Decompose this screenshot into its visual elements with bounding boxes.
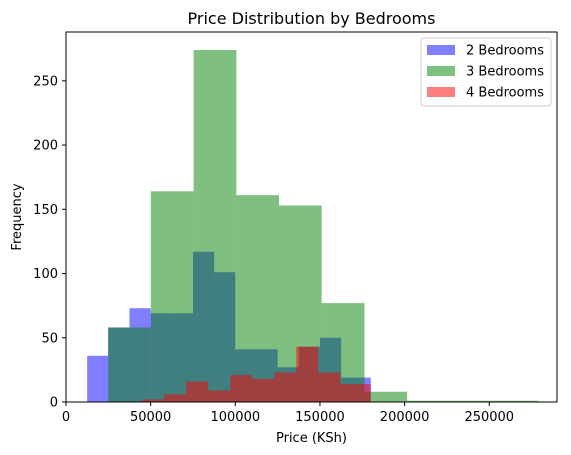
y-axis-label: Frequency bbox=[10, 183, 25, 250]
series-3 bbox=[142, 346, 371, 402]
y-tick-label: 200 bbox=[33, 139, 58, 154]
histogram-bar bbox=[449, 400, 493, 402]
histogram-bar bbox=[236, 195, 279, 402]
histogram-bar bbox=[208, 390, 231, 402]
histogram-bar bbox=[142, 399, 165, 402]
legend-swatch bbox=[427, 45, 455, 55]
y-tick-label: 150 bbox=[33, 203, 58, 218]
histogram-bar bbox=[108, 327, 151, 402]
histogram-bar bbox=[87, 355, 109, 402]
histogram-bar bbox=[193, 49, 237, 402]
histogram-bar bbox=[492, 400, 539, 402]
legend-swatch bbox=[427, 87, 455, 97]
x-axis-label: Price (KSh) bbox=[276, 431, 347, 446]
histogram-bar bbox=[296, 346, 319, 402]
histogram-bar bbox=[407, 400, 450, 402]
legend-swatch bbox=[427, 66, 455, 76]
legend: 2 Bedrooms 3 Bedrooms 4 Bedrooms bbox=[420, 37, 552, 107]
histogram-bar bbox=[186, 381, 209, 402]
histogram-bar bbox=[364, 391, 408, 402]
plot-area bbox=[87, 49, 539, 402]
legend-label: 4 Bedrooms bbox=[466, 86, 544, 101]
x-tick-label: 50000 bbox=[130, 410, 171, 425]
axes-border bbox=[65, 31, 558, 403]
histogram-bar bbox=[274, 372, 297, 402]
x-tick-label: 0 bbox=[62, 410, 70, 425]
histogram-bar bbox=[340, 384, 363, 402]
histogram-bar bbox=[164, 394, 187, 402]
legend-label: 2 Bedrooms bbox=[466, 44, 544, 59]
y-tick-label: 100 bbox=[33, 267, 58, 282]
x-tick-label: 200000 bbox=[380, 410, 430, 425]
histogram-bar bbox=[150, 191, 194, 402]
x-tick-label: 100000 bbox=[210, 410, 260, 425]
x-axis-ticks: 0 50000 100000 150000 200000 250000 bbox=[62, 402, 514, 425]
x-tick-label: 250000 bbox=[464, 410, 514, 425]
histogram-bar bbox=[252, 378, 275, 402]
x-tick-label: 150000 bbox=[295, 410, 345, 425]
y-tick-label: 50 bbox=[41, 331, 58, 346]
y-tick-label: 250 bbox=[33, 74, 58, 89]
axes-frame bbox=[65, 31, 558, 403]
y-axis-ticks: 0 50 100 150 200 250 bbox=[33, 74, 66, 411]
histogram-bar bbox=[362, 384, 371, 402]
histogram-bar bbox=[230, 375, 253, 402]
y-tick-label: 0 bbox=[50, 396, 58, 411]
histogram-bar bbox=[318, 372, 341, 402]
chart-title: Price Distribution by Bedrooms bbox=[188, 9, 436, 28]
legend-label: 3 Bedrooms bbox=[466, 65, 544, 80]
